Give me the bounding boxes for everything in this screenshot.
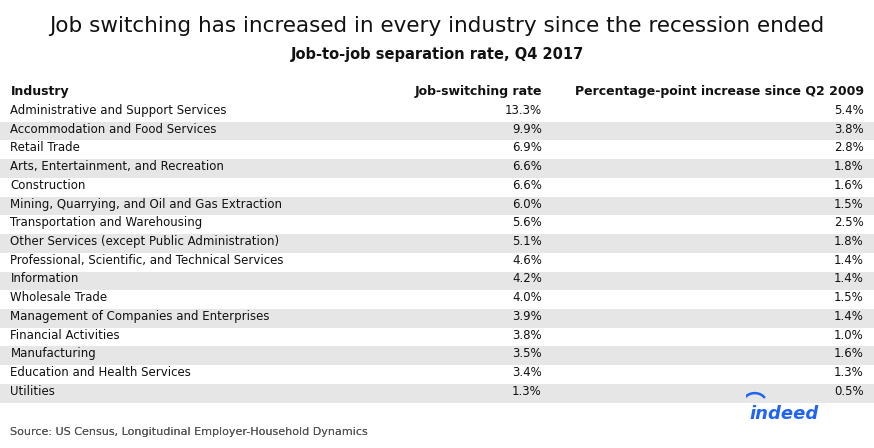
Text: Education and Health Services: Education and Health Services (10, 366, 191, 379)
Text: 4.0%: 4.0% (512, 291, 542, 304)
Text: Job-to-job separation rate, Q4 2017: Job-to-job separation rate, Q4 2017 (290, 47, 584, 62)
Text: 1.4%: 1.4% (834, 310, 864, 323)
Text: 5.1%: 5.1% (512, 235, 542, 248)
Text: 3.5%: 3.5% (512, 347, 542, 360)
Text: Accommodation and Food Services: Accommodation and Food Services (10, 123, 217, 136)
Text: Management of Companies and Enterprises: Management of Companies and Enterprises (10, 310, 270, 323)
Text: 1.8%: 1.8% (834, 235, 864, 248)
Text: Retail Trade: Retail Trade (10, 142, 80, 155)
Text: Transportation and Warehousing: Transportation and Warehousing (10, 216, 203, 229)
Text: Utilities: Utilities (10, 385, 55, 398)
Text: Wholesale Trade: Wholesale Trade (10, 291, 108, 304)
Text: 1.3%: 1.3% (834, 366, 864, 379)
Text: 3.8%: 3.8% (834, 123, 864, 136)
Text: Source: US Census, Longitudinal Employer-Household Dynamics: Source: US Census, Longitudinal Employer… (10, 427, 368, 437)
Text: 3.9%: 3.9% (512, 310, 542, 323)
Text: Percentage-point increase since Q2 2009: Percentage-point increase since Q2 2009 (574, 85, 864, 98)
Text: 1.0%: 1.0% (834, 329, 864, 342)
Text: 0.5%: 0.5% (834, 385, 864, 398)
Text: 6.6%: 6.6% (512, 179, 542, 192)
Text: 4.2%: 4.2% (512, 272, 542, 285)
Text: Construction: Construction (10, 179, 86, 192)
Text: Source: US Census, Longitudinal Employer-Household Dynamics: Source: US Census, Longitudinal Employer… (10, 427, 368, 437)
Text: 4.6%: 4.6% (512, 254, 542, 267)
Text: 1.3%: 1.3% (512, 385, 542, 398)
Text: 6.0%: 6.0% (512, 198, 542, 211)
Text: Other Services (except Public Administration): Other Services (except Public Administra… (10, 235, 280, 248)
Text: 1.6%: 1.6% (834, 347, 864, 360)
Text: Administrative and Support Services: Administrative and Support Services (10, 104, 227, 117)
Text: Information: Information (10, 272, 79, 285)
Text: 1.4%: 1.4% (834, 254, 864, 267)
Text: 1.5%: 1.5% (834, 291, 864, 304)
Text: 5.4%: 5.4% (834, 104, 864, 117)
Text: 6.6%: 6.6% (512, 160, 542, 173)
Text: 1.4%: 1.4% (834, 272, 864, 285)
Text: Manufacturing: Manufacturing (10, 347, 96, 360)
Text: Mining, Quarrying, and Oil and Gas Extraction: Mining, Quarrying, and Oil and Gas Extra… (10, 198, 282, 211)
Text: Industry: Industry (10, 85, 69, 98)
Text: Arts, Entertainment, and Recreation: Arts, Entertainment, and Recreation (10, 160, 225, 173)
Text: Professional, Scientific, and Technical Services: Professional, Scientific, and Technical … (10, 254, 284, 267)
Text: Job switching has increased in every industry since the recession ended: Job switching has increased in every ind… (49, 16, 825, 36)
Text: 5.6%: 5.6% (512, 216, 542, 229)
Text: 6.9%: 6.9% (512, 142, 542, 155)
Text: 1.5%: 1.5% (834, 198, 864, 211)
Text: Financial Activities: Financial Activities (10, 329, 120, 342)
Text: 13.3%: 13.3% (505, 104, 542, 117)
Text: 3.4%: 3.4% (512, 366, 542, 379)
Text: 9.9%: 9.9% (512, 123, 542, 136)
Text: 3.8%: 3.8% (512, 329, 542, 342)
Text: Job-switching rate: Job-switching rate (414, 85, 542, 98)
Text: 2.5%: 2.5% (834, 216, 864, 229)
Text: 1.6%: 1.6% (834, 179, 864, 192)
Text: 2.8%: 2.8% (834, 142, 864, 155)
Text: indeed: indeed (750, 405, 819, 423)
Text: 1.8%: 1.8% (834, 160, 864, 173)
